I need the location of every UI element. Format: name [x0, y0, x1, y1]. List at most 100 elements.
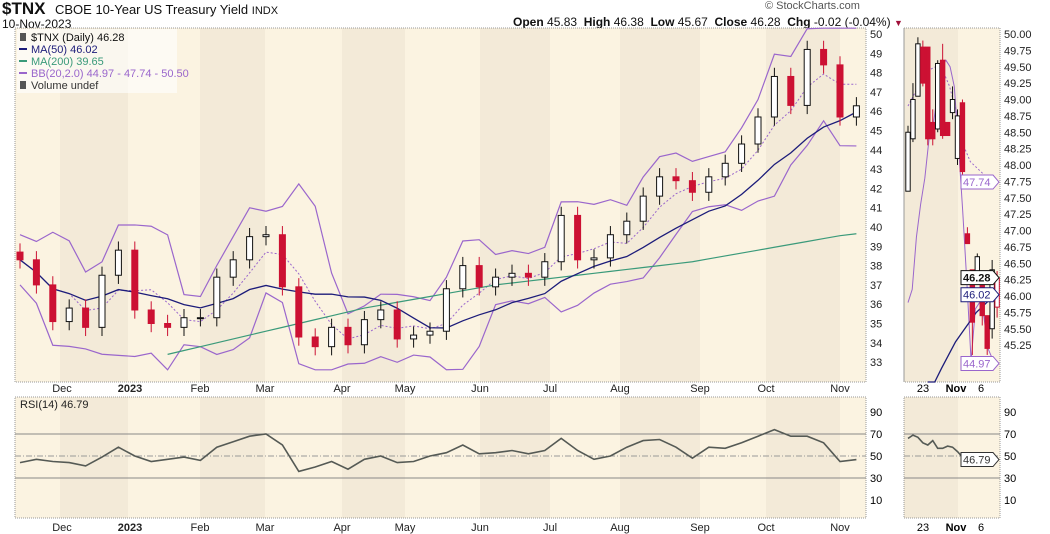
candle-body [410, 334, 418, 340]
bb-middle-line [19, 73, 857, 340]
inset-y-tick: 45.75 [1004, 307, 1032, 319]
inset-y-tick: 46.00 [1004, 291, 1032, 303]
candle-body [360, 319, 368, 346]
close-value: 46.28 [750, 15, 781, 29]
price-panel-band [550, 28, 620, 382]
inset-candle-body [930, 121, 936, 140]
inset-x-tick: Nov [946, 383, 968, 395]
price-panel-band [766, 28, 840, 382]
x-tick-label: Dec [52, 522, 72, 534]
candle-body [426, 330, 434, 336]
ma200-legend: MA(200) 39.65 [31, 56, 104, 68]
inset-y-tick: 45.50 [1004, 324, 1032, 336]
price-panel-band [405, 28, 480, 382]
price-marker-bb_mid-label: 47.74 [963, 177, 991, 189]
bb-lower-line [19, 119, 857, 371]
y-tick-label: 38 [870, 261, 882, 273]
inset-x-tick: 23 [917, 522, 929, 534]
ma50-legend: MA(50) 46.02 [31, 44, 98, 56]
candle-body [852, 105, 860, 118]
rsi-panel-band [480, 397, 550, 518]
rsi-panel-band [620, 397, 700, 518]
x-tick-label: 2023 [118, 522, 142, 534]
inset-y-tick: 48.75 [1004, 111, 1032, 123]
chg-value: -0.02 (-0.04%) [813, 15, 891, 29]
candle-body [328, 326, 336, 348]
candle-body [16, 251, 24, 261]
x-tick-label: Jul [543, 383, 557, 395]
candle-body [738, 143, 746, 164]
rsi-panel-band [60, 397, 128, 518]
rsi-y-tick: 90 [870, 407, 882, 419]
inset-y-tick: 49.00 [1004, 95, 1032, 107]
rsi-panel-band [200, 397, 265, 518]
inset-y-tick: 46.25 [1004, 275, 1032, 287]
symbol: $TNX [2, 0, 46, 18]
candle-body [393, 309, 401, 340]
inset-candle-body [984, 315, 990, 349]
x-tick-label: Oct [757, 383, 774, 395]
inset-x-tick: 6 [978, 522, 984, 534]
x-tick-label: Dec [52, 383, 72, 395]
x-tick-label: May [395, 522, 416, 534]
x-tick-label: Jun [471, 522, 489, 534]
inset-y-tick: 45.25 [1004, 340, 1032, 352]
inset-y-tick: 49.75 [1004, 45, 1032, 57]
chart-date: 10-Nov-2023 [2, 17, 72, 31]
rsi-y-tick: 50 [870, 451, 882, 463]
price-panel-band [840, 28, 866, 382]
x-tick-label: Nov [830, 383, 850, 395]
candle-body [246, 236, 254, 261]
x-tick-label: May [395, 383, 416, 395]
candle-body [49, 284, 57, 323]
candle-body [114, 249, 122, 276]
candle-body [32, 259, 40, 286]
price-panel-band [700, 28, 766, 382]
inset-y-tick: 48.25 [1004, 144, 1032, 156]
x-tick-label: Aug [610, 383, 630, 395]
candle-body [492, 276, 500, 288]
price-marker-ma50 [960, 287, 1000, 303]
candle-body [164, 323, 172, 328]
candle-body [639, 195, 647, 222]
rsi-line [19, 428, 857, 473]
inset-rsi-y-tick: 70 [1004, 429, 1016, 441]
chg-label: Chg [787, 15, 811, 29]
inset-candle-body [920, 46, 926, 84]
open-label: Open [513, 15, 544, 29]
candle-body [672, 176, 680, 182]
security-name: CBOE 10-Year US Treasury Yield INDX [55, 3, 278, 17]
volume-icon [20, 81, 26, 89]
exchange: INDX [251, 5, 279, 17]
candle-body [541, 261, 549, 278]
y-tick-label: 47 [870, 87, 882, 99]
inset-y-tick: 48.50 [1004, 127, 1032, 139]
x-tick-label: Jun [471, 383, 489, 395]
copyright: © StockCharts.com [765, 0, 860, 12]
candle-body [278, 234, 286, 288]
candle-body [688, 180, 696, 193]
candle-body [623, 220, 631, 236]
rsi-panel-band [15, 397, 60, 518]
price-marker-close [960, 270, 1000, 286]
inset-x-tick: Nov [946, 522, 968, 534]
inset-candle-body [949, 99, 956, 114]
inset-x-tick: 23 [917, 383, 929, 395]
x-tick-label: Nov [830, 522, 850, 534]
y-tick-label: 44 [870, 145, 882, 157]
candle-body [820, 48, 828, 66]
candle-body [656, 176, 664, 197]
x-tick-label: Mar [256, 522, 275, 534]
inset-rsi-y-tick: 30 [1004, 473, 1016, 485]
inset-candle-body [935, 62, 941, 130]
inset-frame [903, 396, 1001, 519]
candle-body [721, 162, 729, 178]
inset-rsi-y-tick: 50 [1004, 451, 1016, 463]
security-title: CBOE 10-Year US Treasury Yield [55, 2, 249, 17]
candle-body [606, 234, 614, 259]
bb-upper-line [19, 27, 857, 315]
inset-rsi-y-tick: 10 [1004, 495, 1016, 507]
inset-candle-body [915, 43, 921, 97]
y-tick-label: 36 [870, 299, 882, 311]
